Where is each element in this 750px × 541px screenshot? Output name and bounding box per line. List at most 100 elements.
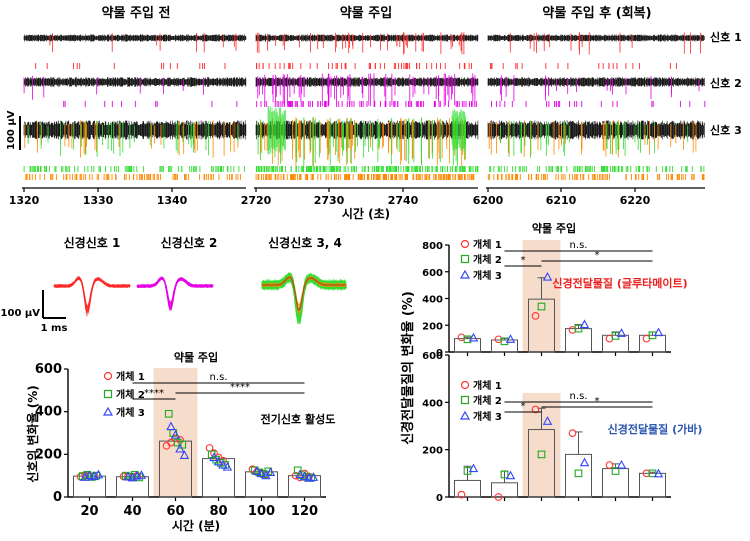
data-point <box>505 470 516 480</box>
waveform-unit-2 <box>136 275 214 311</box>
data-point <box>252 466 262 475</box>
legend-label: 개체 1 <box>116 370 145 383</box>
significance-label: * <box>521 255 526 266</box>
waveform-unit-3 <box>261 270 347 325</box>
legend-marker-subject-2 <box>460 395 470 405</box>
chart-c-legend: 개체 1 개체 2 개체 3 <box>102 370 145 419</box>
time-axis-label: 시간 (초) <box>342 206 390 221</box>
trace-channel-2-segment-3 <box>487 75 706 107</box>
chart-e-legend: 개체 1 개체 2 개체 3 <box>459 379 502 423</box>
data-point <box>642 469 651 478</box>
y-tick-label: 200 <box>35 447 62 462</box>
waveform-scale-v-label: 100 μV <box>1 308 41 319</box>
significance-label: n.s. <box>570 391 588 402</box>
data-point <box>648 469 657 478</box>
chart-e-title: 신경전달물질 (가바) <box>608 422 703 436</box>
legend-marker-subject-1 <box>103 371 113 381</box>
waveform-title-1: 신경신호 1 <box>64 235 121 250</box>
legend-marker-subject-3 <box>102 406 114 416</box>
significance-label: n.s. <box>210 372 228 383</box>
data-point <box>616 328 627 337</box>
time-tick-label: 6210 <box>546 194 577 207</box>
significance-label: **** <box>230 382 250 393</box>
data-point <box>457 490 466 499</box>
time-tick-label: 2740 <box>388 194 419 207</box>
trace-channel-3-segment-3 <box>487 120 705 180</box>
data-point <box>222 461 233 471</box>
chart-c-title: 전기신호 활성도 <box>261 412 336 426</box>
data-point <box>537 450 546 459</box>
data-point <box>135 473 144 482</box>
data-point <box>175 443 185 453</box>
trace-channel-1-segment-3 <box>487 32 705 69</box>
significance-label: n.s. <box>570 240 588 251</box>
data-point <box>574 324 583 333</box>
data-point <box>457 333 466 342</box>
data-point <box>653 468 664 478</box>
data-point <box>213 456 224 466</box>
data-point <box>605 461 614 469</box>
chart-c-xlabel: 시간 (분) <box>172 518 220 533</box>
chart-de-ylabel: 신경전달물질의 변화율 (%) <box>400 291 416 445</box>
data-point <box>92 471 101 480</box>
time-tick-label: 2730 <box>314 194 345 207</box>
data-point <box>123 471 133 481</box>
legend-marker-subject-1 <box>460 239 470 249</box>
trace-channel-2-segment-1 <box>23 75 247 107</box>
legend-marker-subject-2 <box>460 254 470 264</box>
time-axis: 1320 1330 1340 2720 2730 2740 6200 6210 … <box>9 187 705 221</box>
legend-label: 개체 1 <box>473 379 502 392</box>
data-point <box>579 319 590 329</box>
bar <box>288 475 321 498</box>
data-point <box>542 416 553 425</box>
data-point <box>178 440 187 449</box>
legend-label: 개체 3 <box>473 410 502 423</box>
data-point <box>136 470 147 479</box>
trace-layer <box>23 32 706 180</box>
legend-marker-subject-3 <box>459 269 471 279</box>
trace-channel-3-segment-2 <box>255 106 479 180</box>
y-tick-label: 600 <box>422 351 443 362</box>
panel-b-waveforms: 신경신호 1 신경신호 2 신경신호 3, 4 100 μV 1 ms <box>1 235 347 334</box>
legend-label: 개체 2 <box>473 253 502 266</box>
segment-title-drug: 약물 주입 <box>340 5 392 21</box>
data-point <box>93 469 104 479</box>
legend-marker-subject-1 <box>460 380 470 390</box>
time-tick-label: 6220 <box>620 194 651 207</box>
data-point <box>265 467 276 477</box>
data-point <box>531 405 540 414</box>
legend-label: 개체 2 <box>116 388 145 401</box>
data-point <box>494 493 503 501</box>
data-point <box>505 334 516 343</box>
x-tick-label: 100 <box>248 504 275 519</box>
data-point <box>568 326 577 334</box>
data-point <box>84 470 95 480</box>
data-point <box>537 302 546 311</box>
legend-label: 개체 2 <box>473 394 502 407</box>
time-tick-label: 1320 <box>9 194 40 207</box>
legend-label: 개체 3 <box>116 406 145 419</box>
waveform-layer <box>53 270 347 325</box>
data-point <box>218 459 228 469</box>
x-tick-label: 60 <box>166 504 184 519</box>
y-tick-label: 400 <box>422 295 443 306</box>
data-point <box>574 469 583 478</box>
y-tick-label: 800 <box>422 241 443 252</box>
data-point <box>611 467 620 475</box>
highlight-band <box>153 368 198 497</box>
legend-label: 개체 3 <box>473 269 502 282</box>
chart-d-legend: 개체 1 개체 2 개체 3 <box>459 238 502 282</box>
bar <box>116 476 149 498</box>
channel-label-3: 신호 3 <box>710 123 742 137</box>
trace-channel-1-segment-2 <box>255 32 479 69</box>
bar <box>245 471 278 498</box>
data-point <box>295 469 305 479</box>
data-point <box>468 332 479 342</box>
chart-d-highlight-label: 약물 주입 <box>532 221 576 235</box>
segment-title-pre: 약물 주입 전 <box>102 5 171 21</box>
time-tick-label: 2720 <box>241 194 272 207</box>
y-tick-label: 600 <box>422 268 443 279</box>
data-point <box>568 429 577 437</box>
